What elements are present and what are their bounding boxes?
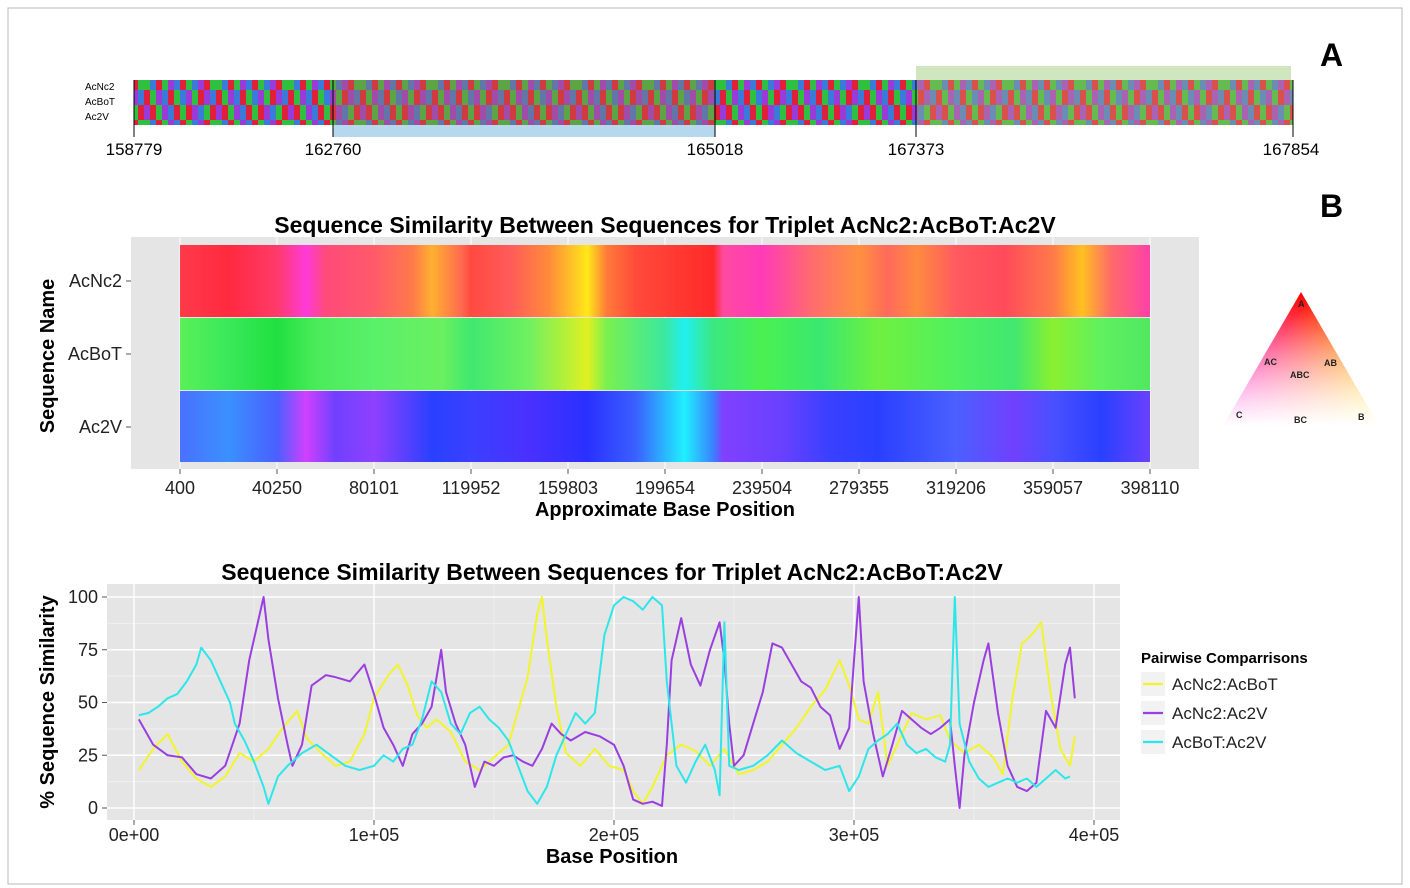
line-y-axis-title: % Sequence Similarity	[37, 594, 59, 808]
triangle-key-composite	[1223, 292, 1379, 426]
line-x-tick-label: 4e+05	[1069, 825, 1120, 845]
alignment-panel: AcNc2 AcBoT Ac2V 158779 162760 165018 16…	[85, 66, 1319, 159]
line-x-tick-label: 1e+05	[349, 825, 400, 845]
line-x-tick-label: 3e+05	[829, 825, 880, 845]
line-chart: 0 25 50 75 100 0e+00 1e+05 2e+05 3e+05 4e+05 Bas…	[37, 584, 1120, 868]
series-line-acnc2-acbot	[137, 596, 1076, 805]
heatmap-x-tick-label: 400	[165, 478, 195, 498]
legend-items: AcNc2:AcBoT AcNc2:Ac2V AcBoT:Ac2V	[1141, 672, 1278, 754]
line-x-axis: 0e+00 1e+05 2e+05 3e+05 4e+05	[109, 820, 1120, 845]
line-y-axis: 0 25 50 75 100	[68, 587, 107, 818]
legend-label: AcNc2:Ac2V	[1172, 704, 1268, 723]
heatmap-row-acbot	[180, 318, 1150, 390]
line-chart-title: Sequence Similarity Between Sequences fo…	[221, 559, 1003, 585]
line-x-axis-title: Base Position	[546, 846, 678, 868]
line-series-group	[137, 596, 1076, 809]
legend-title: Pairwise Comparrisons	[1141, 650, 1308, 667]
line-legend: Pairwise Comparrisons AcNc2:AcBoTAcNc2:A…	[1141, 650, 1308, 754]
alignment-position-3: 167373	[888, 140, 945, 159]
line-x-tick-label: 2e+05	[589, 825, 640, 845]
heatmap-x-tick-label: 119952	[442, 478, 501, 498]
alignment-dim-region-1	[333, 80, 715, 125]
heatmap-x-axis: 400 40250 80101 119952 159803 199654 239504 279…	[165, 469, 1179, 498]
heatmap-x-tick-label: 40250	[252, 478, 302, 498]
heatmap-row-ac2v	[180, 391, 1150, 462]
alignment-position-0: 158779	[106, 140, 163, 159]
alignment-position-4: 167854	[1263, 140, 1320, 159]
heatmap-x-axis-title: Approximate Base Position	[535, 499, 795, 521]
heatmap-y-axis-title: Sequence Name	[37, 279, 59, 434]
line-y-tick-label: 25	[78, 745, 98, 765]
heatmap-y-tick-label: AcNc2	[69, 271, 122, 291]
legend-label: AcNc2:AcBoT	[1172, 675, 1278, 694]
panel-b-letter: B	[1320, 188, 1343, 224]
alignment-seq-label-1: AcBoT	[85, 97, 115, 108]
line-y-tick-label: 100	[68, 587, 98, 607]
triangle-key-red-overlay	[1223, 292, 1379, 426]
heatmap-x-tick-label: 159803	[538, 478, 598, 498]
heatmap-x-tick-label: 279355	[829, 478, 889, 498]
triangle-color-key: A B C AB AC BC ABC	[1223, 292, 1379, 426]
heatmap-y-tick-label: Ac2V	[79, 417, 122, 437]
heatmap-x-tick-label: 319206	[926, 478, 986, 498]
heatmap-y-tick-label: AcBoT	[68, 344, 122, 364]
heatmap-x-tick-label: 80101	[349, 478, 399, 498]
heatmap-x-tick-label: 398110	[1121, 478, 1180, 498]
triangle-label-ab: AB	[1324, 358, 1337, 368]
triangle-label-b: B	[1358, 412, 1365, 422]
line-y-tick-label: 0	[88, 798, 98, 818]
heatmap-x-tick-label: 359057	[1023, 478, 1083, 498]
alignment-sequence-block	[134, 80, 1293, 125]
legend-label: AcBoT:Ac2V	[1172, 733, 1267, 752]
triangle-label-abc: ABC	[1290, 370, 1310, 380]
heatmap-x-tick-label: 239504	[732, 478, 792, 498]
figure-border	[7, 7, 1403, 885]
series-line-acnc2-ac2v	[137, 596, 1076, 809]
heatmap-x-tick-label: 199654	[635, 478, 695, 498]
triangle-label-a: A	[1298, 299, 1305, 309]
heatmap-y-axis: AcNc2 AcBoT Ac2V	[68, 271, 131, 437]
triangle-label-c: C	[1236, 410, 1243, 420]
heatmap-row-acnc2	[180, 245, 1150, 317]
panel-a-letter: A	[1320, 37, 1343, 73]
triangle-label-ac: AC	[1264, 357, 1277, 367]
alignment-dim-region-2	[916, 80, 1293, 125]
heatmap-chart: AcNc2 AcBoT Ac2V 400 40250 80101 119952 159803…	[37, 237, 1199, 521]
line-y-tick-label: 50	[78, 693, 98, 713]
series-line-acbot-ac2v	[138, 596, 1071, 805]
alignment-seq-label-2: Ac2V	[85, 112, 109, 123]
heatmap-title: Sequence Similarity Between Sequences fo…	[274, 212, 1056, 238]
triangle-label-bc: BC	[1294, 415, 1307, 425]
line-y-tick-label: 75	[78, 640, 98, 660]
alignment-position-1: 162760	[305, 140, 362, 159]
alignment-position-2: 165018	[687, 140, 744, 159]
line-x-tick-label: 0e+00	[109, 825, 160, 845]
alignment-seq-label-0: AcNc2	[85, 82, 115, 93]
